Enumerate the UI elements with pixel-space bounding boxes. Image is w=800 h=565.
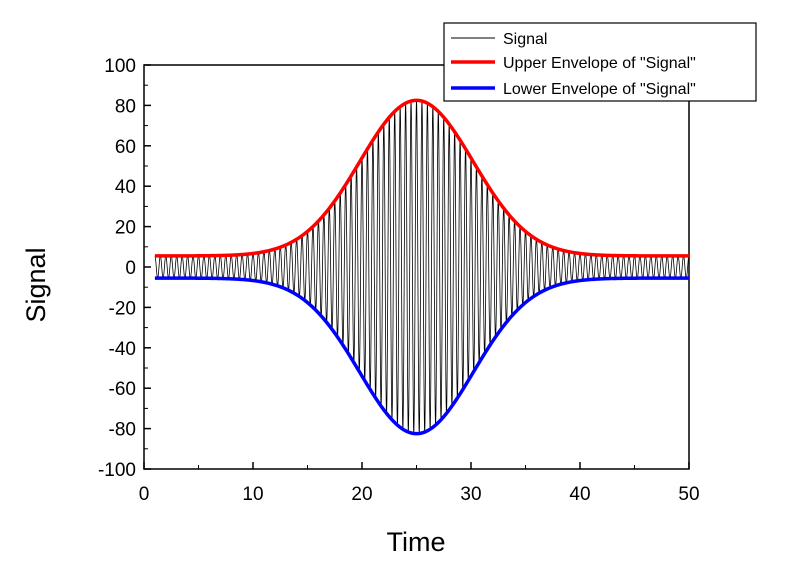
series-layer [154,98,690,436]
legend-label-lower-envelope: Lower Envelope of "Signal" [503,81,696,98]
x-tick-label: 40 [569,484,590,505]
y-tick-label: 40 [115,177,136,198]
x-tick-label: 20 [351,484,372,505]
y-tick-label: 20 [115,218,136,239]
y-tick-label: -80 [109,420,136,441]
x-axis-title: Time [387,527,446,557]
x-tick-label: 30 [460,484,481,505]
y-axis-title: Signal [21,247,51,322]
y-tick-label: -20 [109,298,136,319]
x-tick-label: 0 [139,484,150,505]
upper-envelope-line [154,98,689,258]
x-tick-label: 50 [678,484,699,505]
legend-label-upper-envelope: Upper Envelope of "Signal" [503,55,696,72]
y-tick-label: 80 [115,96,136,117]
y-tick-label: 100 [104,56,136,77]
legend-label-signal: Signal [503,31,547,48]
x-tick-label: 10 [242,484,263,505]
y-tick-label: -60 [109,379,136,400]
legend: Signal Upper Envelope of "Signal" Lower … [443,22,757,102]
plot-frame [143,64,690,470]
y-tick-label: 60 [115,137,136,158]
y-tick-label: -100 [98,460,136,481]
legend-box [443,22,757,102]
y-tick-label: -40 [109,339,136,360]
y-tick-label: 0 [125,258,136,279]
lower-envelope-line [154,276,689,436]
signal-line [154,100,690,434]
axis-ticks: -100 -80 -60 -40 -20 0 20 40 60 80 100 0 10 20 30 40 50 [98,56,700,505]
